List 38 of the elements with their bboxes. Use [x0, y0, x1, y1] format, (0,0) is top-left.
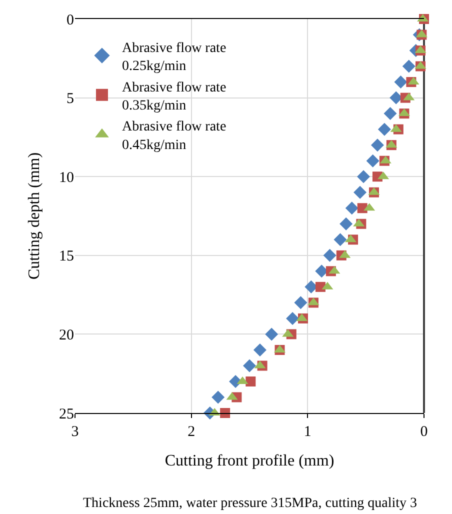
- point: [345, 202, 358, 215]
- point: [315, 282, 326, 292]
- legend-label: Abrasive flow rate 0.45kg/min: [122, 120, 226, 153]
- point: [212, 390, 225, 404]
- y-tick-label: 0: [66, 12, 74, 28]
- y-tick-label: 25: [59, 406, 74, 422]
- x-axis-title: Cutting front profile (mm): [164, 452, 334, 470]
- point: [323, 248, 336, 262]
- y-axis-title: Cutting depth (mm): [26, 152, 43, 280]
- x-tick-label: 2: [188, 424, 196, 440]
- x-tick-label: 0: [420, 424, 428, 440]
- point: [286, 312, 300, 325]
- point: [243, 359, 256, 372]
- x-tick-label: 1: [304, 424, 312, 440]
- y-tick-label: 20: [59, 327, 74, 344]
- point: [340, 217, 353, 230]
- y-tick-label: 10: [59, 170, 74, 186]
- point: [378, 122, 391, 136]
- point: [294, 296, 308, 310]
- legend-label: Abrasive flow rate 0.35kg/min: [122, 80, 226, 114]
- point: [354, 186, 367, 199]
- point: [334, 233, 347, 246]
- point: [246, 376, 256, 386]
- point: [357, 203, 368, 214]
- point: [265, 328, 278, 341]
- y-tick-label: 5: [66, 91, 74, 108]
- text: Thickness 25mm, water pressure 315MPa, cutting quality 3: [83, 496, 417, 511]
- point: [220, 408, 230, 418]
- y-tick-label: 15: [59, 248, 74, 265]
- point: [357, 170, 370, 184]
- point: [253, 343, 266, 356]
- point: [370, 138, 384, 152]
- point: [394, 76, 408, 89]
- point: [366, 154, 380, 168]
- legend-label: Abrasive flow rate 0.25kg/min: [122, 40, 226, 74]
- x-tick-label: 3: [71, 424, 79, 440]
- point: [402, 60, 416, 73]
- point: [384, 107, 397, 120]
